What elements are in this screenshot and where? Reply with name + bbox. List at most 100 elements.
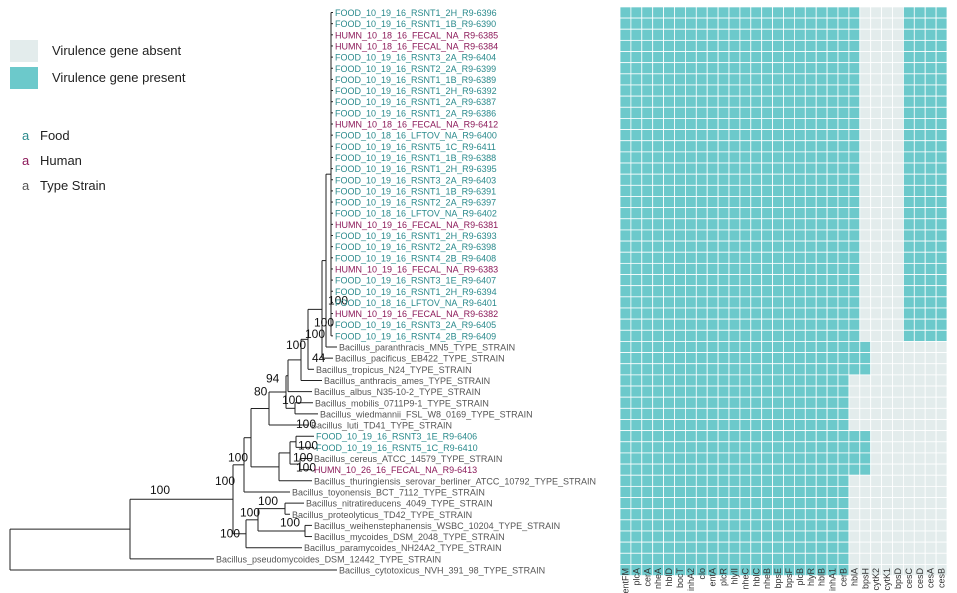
heatmap-cell [717,474,730,487]
heatmap-cell [772,552,784,565]
heatmap-cell [674,352,686,365]
heatmap-cell [652,129,665,142]
heatmap-cell [750,363,763,376]
heatmap-cell [641,84,654,97]
heatmap-cell [619,184,632,197]
heatmap-cell [881,218,893,231]
heatmap-cell [837,162,850,175]
heatmap-cell [794,106,806,119]
heatmap-cell [859,497,872,510]
heatmap-cell [652,508,665,521]
heatmap-cell [674,229,686,242]
heatmap-cell [903,396,915,409]
heatmap-cell [761,229,774,242]
heatmap-cell [750,474,763,487]
heatmap-cell [750,240,763,253]
heatmap-cell [663,73,675,86]
heatmap-cell [924,452,937,465]
heatmap-cell [870,318,883,331]
heatmap-cell [630,274,643,287]
heatmap-cell [739,452,752,465]
heatmap-cell [739,285,752,298]
heatmap-cell [663,385,675,398]
heatmap-cell [685,28,697,41]
heatmap-cell [706,162,719,175]
heatmap-cell [837,274,850,287]
heatmap-cell [870,452,883,465]
heatmap-cell [706,173,719,186]
heatmap-cell [913,196,926,209]
heatmap-cell [706,552,719,565]
heatmap-cell [674,162,686,175]
gene-label: hblD [664,568,674,587]
heatmap-cell [619,497,632,510]
heatmap-cell [859,441,872,454]
heatmap-cell [728,28,741,41]
heatmap-cell [848,118,861,130]
heatmap-cell [630,251,643,264]
heatmap-cell [783,441,795,454]
heatmap-cell [870,129,883,142]
heatmap-cell [663,39,675,52]
heatmap-cell [870,6,883,19]
bootstrap-value: 100 [228,451,248,465]
legend-type-strain-letter: a [22,178,30,193]
heatmap-cell [892,262,904,275]
heatmap-cell [663,262,675,275]
heatmap-cell [717,62,730,75]
heatmap-cell [630,463,643,476]
heatmap-cell [794,541,806,554]
tip-label: HUMN_10_18_16_FECAL_NA_R9-6384 [335,41,498,51]
heatmap-cell [913,552,926,565]
heatmap-cell [652,218,665,231]
tip-label: FOOD_10_19_16_RSNT1_1B_R9-6390 [335,19,496,29]
heatmap-cell [685,262,697,275]
heatmap-cell [772,229,784,242]
heatmap-cell [619,419,632,432]
heatmap-cell [783,17,795,30]
tip-label: HUMN_10_19_16_FECAL_NA_R9-6383 [335,264,498,274]
heatmap-cell [772,184,784,197]
heatmap-cell [848,207,861,220]
heatmap-cell [881,407,893,420]
heatmap-cell [663,318,675,331]
heatmap-cell [761,474,774,487]
tip-label: FOOD_10_19_16_RSNT1_2A_R9-6386 [335,108,496,118]
heatmap-cell [837,419,850,432]
heatmap-cell [619,51,632,64]
tip-label: FOOD_10_19_16_RSNT1_1B_R9-6391 [335,186,496,196]
heatmap-cell [903,162,915,175]
heatmap-cell [924,106,937,119]
heatmap-cell [804,129,817,142]
heatmap-cell [619,262,632,275]
tip-label: FOOD_10_18_16_LFTOV_NA_R9-6402 [335,209,497,219]
heatmap-cell [685,430,697,443]
heatmap-cell [652,352,665,365]
heatmap-cell [706,463,719,476]
heatmap-cell [826,262,839,275]
heatmap-cell [903,129,915,142]
heatmap-cell [804,296,817,309]
heatmap-cell [674,530,686,543]
heatmap-cell [892,162,904,175]
heatmap-cell [630,73,643,86]
heatmap-cell [706,218,719,231]
heatmap-cell [826,508,839,521]
heatmap-cell [837,262,850,275]
heatmap-cell [717,374,730,387]
heatmap-cell [772,296,784,309]
heatmap-cell [924,84,937,97]
heatmap-cell [892,296,904,309]
heatmap-cell [859,452,872,465]
heatmap-cell [837,508,850,521]
heatmap-cell [641,530,654,543]
heatmap-cell [739,196,752,209]
heatmap-cell [706,407,719,420]
heatmap-cell [706,51,719,64]
heatmap-cell [804,430,817,443]
heatmap-cell [717,118,730,130]
heatmap-cell [837,307,850,320]
heatmap-cell [630,352,643,365]
heatmap-cell [935,363,948,376]
heatmap-cell [913,184,926,197]
